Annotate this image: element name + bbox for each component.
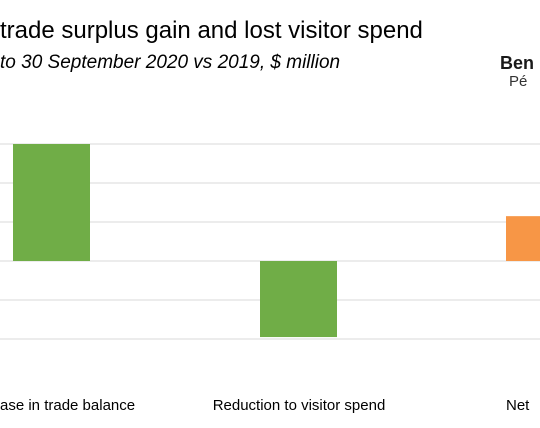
brand-logo-text: Ben bbox=[500, 53, 535, 73]
bar-1 bbox=[260, 261, 337, 338]
brand-logo-subtext: Pé bbox=[509, 73, 528, 90]
chart-title: trade surplus gain and lost visitor spen… bbox=[0, 17, 423, 44]
category-labels: ase in trade balance Reduction to visitor… bbox=[0, 397, 530, 414]
category-label-0: ase in trade balance bbox=[0, 397, 135, 414]
bars bbox=[13, 144, 540, 338]
bar-2 bbox=[506, 216, 540, 261]
category-label-1: Reduction to visitor spend bbox=[213, 397, 386, 414]
chart-subtitle: to 30 September 2020 vs 2019, $ million bbox=[0, 52, 341, 73]
bar-0 bbox=[13, 144, 90, 261]
category-label-2: Net bbox=[506, 397, 530, 414]
